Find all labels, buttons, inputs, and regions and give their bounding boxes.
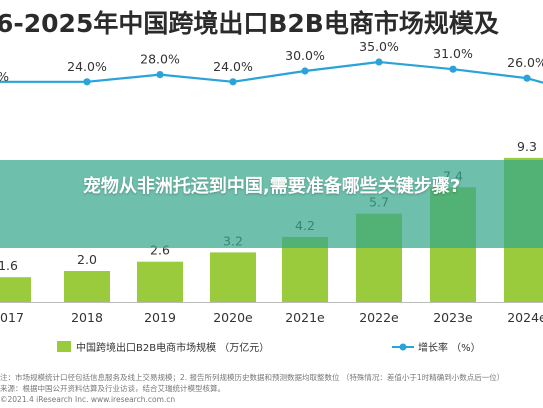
legend-bar-label: 中国跨境出口B2B电商市场规模 （万亿元） xyxy=(76,341,269,354)
growth-point-2019 xyxy=(156,71,164,79)
source-line-3: ©2021.4 iResearch Inc. www.iresearch.com… xyxy=(0,395,176,404)
growth-label-2022e: 35.0% xyxy=(359,39,399,54)
growth-point-2022e xyxy=(375,58,383,66)
legend-line-marker xyxy=(399,343,407,351)
headline-overlay-band xyxy=(0,160,543,248)
x-tick-2020e: 2020e xyxy=(213,310,253,325)
bar-2018 xyxy=(64,271,110,302)
x-tick-2021e: 2021e xyxy=(285,310,325,325)
bar-2019 xyxy=(137,261,183,302)
legend-line-label: 增长率 （%） xyxy=(418,341,481,354)
growth-point-2020e xyxy=(229,78,237,86)
growth-label-2020e: 24.0% xyxy=(213,59,253,74)
growth-label-2021e: 30.0% xyxy=(285,48,325,63)
x-tick-2023e: 2023e xyxy=(433,310,473,325)
chart-title: 6-2025年中国跨境出口B2B电商市场规模及 xyxy=(0,9,499,38)
growth-label-2019: 28.0% xyxy=(140,52,180,67)
x-tick-2019: 2019 xyxy=(144,310,176,325)
bar-label-2024e: 9.3 xyxy=(517,139,537,154)
bar-label-2017: 1.6 xyxy=(0,258,18,273)
x-tick-2022e: 2022e xyxy=(359,310,399,325)
x-tick-2024e: 2024e xyxy=(507,310,543,325)
x-tick-2018: 2018 xyxy=(71,310,103,325)
growth-label-2018: 24.0% xyxy=(67,59,107,74)
x-tick-2017: 2017 xyxy=(0,310,24,325)
growth-label-2024e: 26.0% xyxy=(507,55,543,70)
growth-point-2023e xyxy=(449,65,457,73)
source-note: 注：市场规模统计口径包括信息服务及线上交易规模；2. 报告所列规模历史数据和预测… xyxy=(0,372,543,405)
growth-point-2021e xyxy=(301,67,309,75)
bar-label-2018: 2.0 xyxy=(77,252,97,267)
headline-text[interactable]: 宠物从非洲托运到中国,需要准备哪些关键步骤? xyxy=(82,176,461,197)
growth-label-partial: 0% xyxy=(0,69,9,84)
growth-label-2023e: 31.0% xyxy=(433,46,473,61)
source-line-2: 来源：根据中国公开资料估算及行业访谈，结合艾瑞统计模型核算。 xyxy=(0,384,225,393)
source-line-1: 注：市场规模统计口径包括信息服务及线上交易规模；2. 报告所列规模历史数据和预测… xyxy=(0,373,505,382)
legend-bar-swatch xyxy=(57,341,71,352)
bar-2020e xyxy=(210,252,256,302)
growth-point-2024e xyxy=(523,74,531,82)
growth-point-2018 xyxy=(83,78,91,86)
headline-overlay-text[interactable]: 宠物从非洲托运到中国,需要准备哪些关键步骤? xyxy=(0,173,543,201)
bar-2017 xyxy=(0,277,31,302)
